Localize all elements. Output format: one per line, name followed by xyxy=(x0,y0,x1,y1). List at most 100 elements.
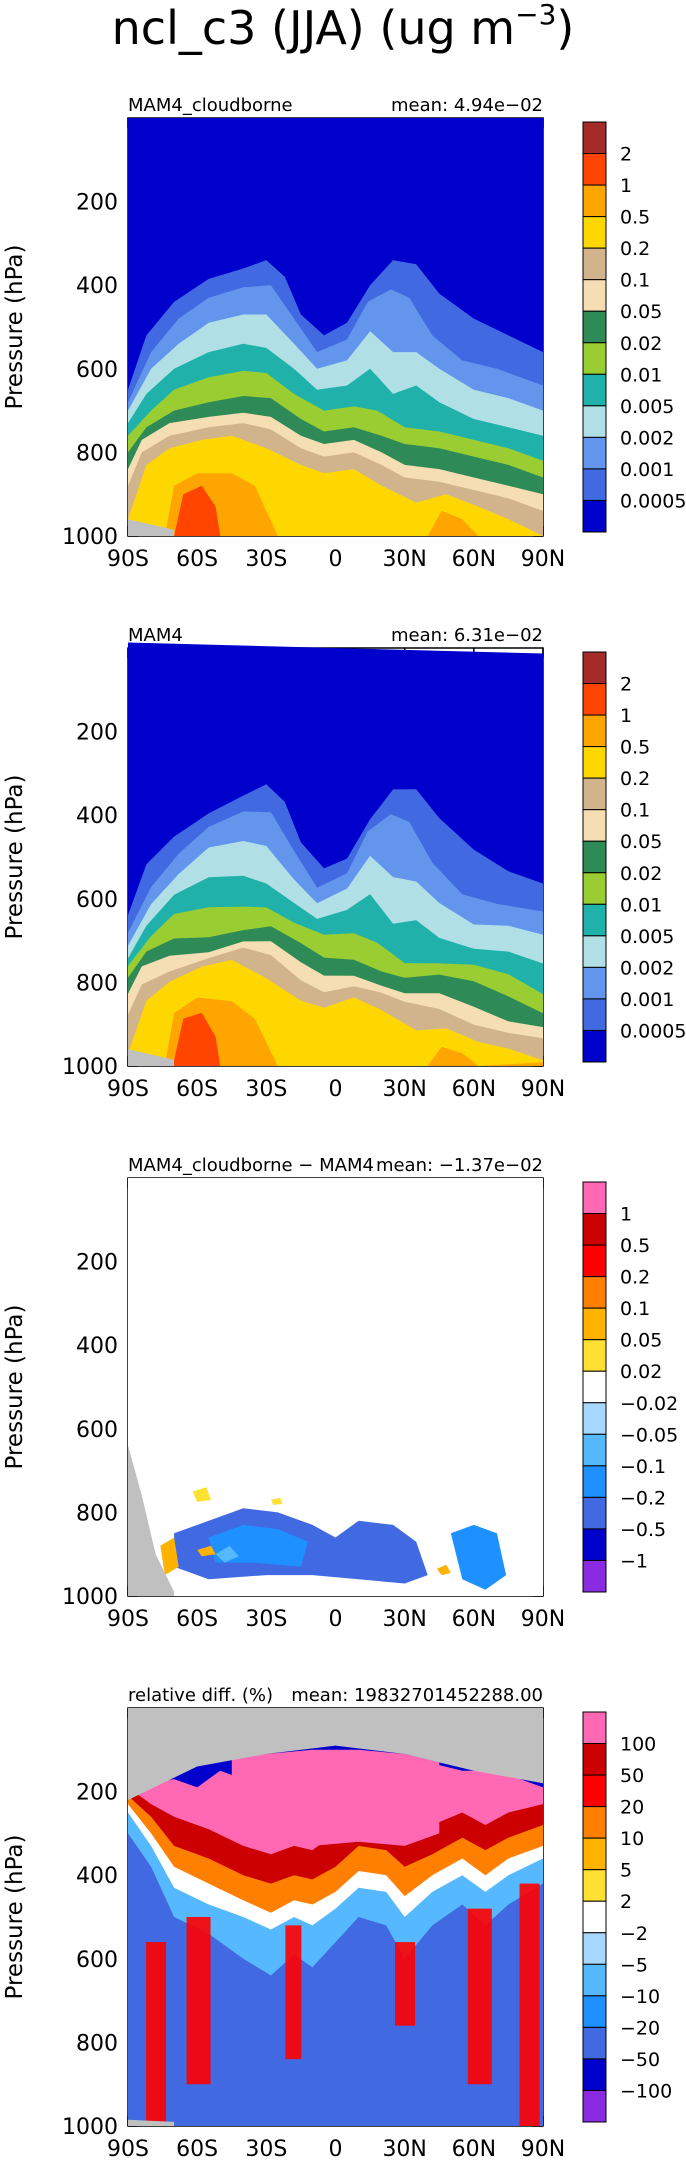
x-tick-label: 90N xyxy=(521,547,565,572)
colorbar-label: 0.5 xyxy=(620,737,650,759)
colorbar-label: −5 xyxy=(620,1954,648,1976)
colorbar-label: 0.1 xyxy=(620,1298,650,1320)
x-tick-label: 0 xyxy=(329,1607,343,1632)
x-tick-label: 0 xyxy=(329,547,343,572)
colorbar-swatch xyxy=(582,468,607,501)
colorbar-label: 20 xyxy=(620,1797,644,1819)
panel-mean-label: mean: −1.37e−02 xyxy=(376,1155,543,1176)
y-tick-label: 600 xyxy=(76,888,118,913)
topography-mask xyxy=(128,519,175,536)
y-tick-label: 800 xyxy=(76,2031,118,2056)
colorbar-label: 2 xyxy=(620,1891,632,1913)
y-tick-label: 400 xyxy=(76,1334,118,1359)
x-tick-label: 30S xyxy=(245,1077,287,1102)
x-tick-label: 90N xyxy=(521,1607,565,1632)
colorbar-label: 0.01 xyxy=(620,894,662,916)
colorbar-swatch xyxy=(582,1711,607,1745)
colorbar-swatch xyxy=(582,279,607,312)
y-axis-title: Pressure (hPa) xyxy=(2,775,28,940)
colorbar-label: 0.002 xyxy=(620,427,674,449)
contour-band-1 xyxy=(128,997,543,1066)
colorbar-swatch xyxy=(582,1837,607,1871)
colorbar-swatch xyxy=(582,1402,607,1435)
colorbar-label: −1 xyxy=(620,1550,648,1572)
colorbar-swatch xyxy=(582,121,607,155)
y-tick-label: 600 xyxy=(76,358,118,383)
colorbar-label: 0.1 xyxy=(620,270,650,292)
difference-blob xyxy=(215,1545,239,1563)
colorbar-swatch xyxy=(582,935,607,968)
x-tick-label: 90S xyxy=(107,1077,149,1102)
difference-blob xyxy=(160,1537,179,1576)
difference-blob xyxy=(197,1545,216,1557)
panel-left-label: MAM4_cloudborne xyxy=(128,95,293,116)
panel-left-label: MAM4 xyxy=(128,625,183,646)
figure-title-main: ncl_c3 (JJA) (ug m xyxy=(112,1,515,55)
colorbar-label: 0.002 xyxy=(620,957,674,979)
colorbar-label: 0.2 xyxy=(620,238,650,260)
colorbar-label: −2 xyxy=(620,1923,648,1945)
colorbar-label: −0.02 xyxy=(620,1393,678,1415)
heatmap-field xyxy=(128,1708,543,2126)
colorbar-label: 0.02 xyxy=(620,333,662,355)
y-axis-title: Pressure (hPa) xyxy=(2,245,28,410)
colorbar-swatch xyxy=(582,216,607,249)
colorbar-swatch xyxy=(582,872,607,905)
colorbar-swatch xyxy=(582,777,607,811)
colorbar-swatch xyxy=(582,153,607,186)
colorbar-swatch xyxy=(582,1181,607,1215)
contour-band-1 xyxy=(128,473,543,536)
panel-mean-label: mean: 19832701452288.00 xyxy=(291,1685,543,1706)
colorbar-swatch xyxy=(582,373,607,407)
x-tick-label: 0 xyxy=(329,1077,343,1102)
x-tick-label: 90S xyxy=(107,1607,149,1632)
x-tick-label: 0 xyxy=(329,2137,343,2162)
colorbar-label: 0.1 xyxy=(620,800,650,822)
y-axis-title: Pressure (hPa) xyxy=(2,1835,28,2000)
colorbar-swatch xyxy=(582,342,607,375)
colorbar-swatch xyxy=(582,1433,607,1467)
colorbar-swatch xyxy=(582,1900,607,1934)
x-tick-label: 60N xyxy=(452,1607,496,1632)
colorbar-swatch xyxy=(582,966,607,1000)
colorbar-swatch xyxy=(582,903,607,937)
colorbar-swatch xyxy=(582,310,607,344)
colorbar-label: −100 xyxy=(620,2080,672,2102)
relative-diff-streak xyxy=(395,1942,416,2026)
relative-diff-band xyxy=(231,1749,440,1846)
x-tick-label: 60S xyxy=(176,1607,218,1632)
colorbar-swatch xyxy=(582,499,607,533)
x-tick-label: 60N xyxy=(452,547,496,572)
colorbar-swatch xyxy=(582,1213,607,1246)
colorbar-swatch xyxy=(582,998,607,1031)
x-tick-label: 60N xyxy=(452,1077,496,1102)
colorbar-label: −0.2 xyxy=(620,1487,666,1509)
y-tick-label: 400 xyxy=(76,1864,118,1889)
colorbar-label: −20 xyxy=(620,2017,660,2039)
colorbar-swatch xyxy=(582,1559,607,1593)
colorbar-label: −10 xyxy=(620,1986,660,2008)
colorbar-label: 50 xyxy=(620,1765,644,1787)
panel-mean-label: mean: 4.94e−02 xyxy=(391,95,543,116)
colorbar-swatch xyxy=(582,247,607,281)
y-tick-label: 1000 xyxy=(62,525,118,550)
colorbar-label: 0.5 xyxy=(620,1235,650,1257)
colorbar-swatch xyxy=(582,1370,607,1404)
x-tick-label: 30N xyxy=(382,1077,426,1102)
colorbar-swatch xyxy=(582,1029,607,1063)
heatmap-field xyxy=(128,118,543,536)
colorbar-label: 0.05 xyxy=(620,831,662,853)
y-tick-label: 600 xyxy=(76,1418,118,1443)
colorbar-swatch xyxy=(582,1995,607,2028)
y-tick-label: 1000 xyxy=(62,2115,118,2140)
colorbar-swatch xyxy=(582,714,607,748)
panel-left-label: MAM4_cloudborne − MAM4 xyxy=(128,1155,374,1176)
colorbar-swatch xyxy=(582,1743,607,1776)
colorbar-swatch xyxy=(582,405,607,438)
colorbar-swatch xyxy=(582,1528,607,1561)
y-tick-label: 400 xyxy=(76,804,118,829)
colorbar-label: 0.05 xyxy=(620,301,662,323)
x-tick-label: 90N xyxy=(521,2137,565,2162)
colorbar-label: 0.0005 xyxy=(620,490,686,512)
